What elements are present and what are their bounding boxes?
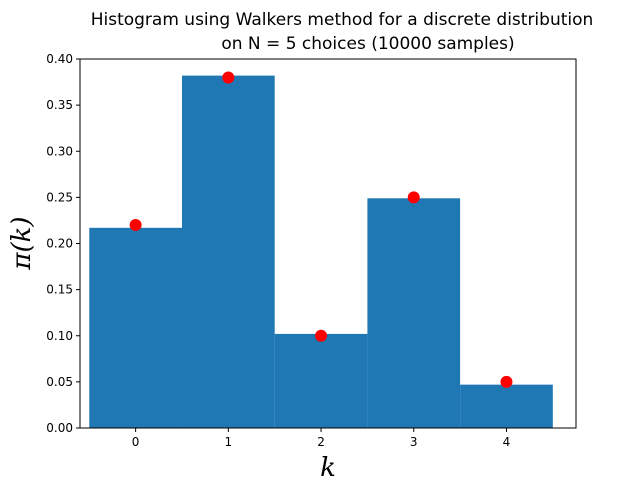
histogram-bar: [460, 384, 553, 428]
y-tick-label: 0.10: [46, 329, 73, 343]
y-tick-label: 0.30: [46, 144, 73, 158]
x-tick-label: 1: [225, 435, 233, 449]
y-tick-label: 0.35: [46, 98, 73, 112]
histogram-bar: [367, 198, 461, 428]
chart-title-line2: on N = 5 choices (10000 samples): [221, 34, 514, 54]
y-tick-label: 0.25: [46, 190, 73, 204]
bars-layer: [89, 75, 553, 428]
target-probability-point: [222, 71, 235, 84]
y-tick-label: 0.00: [46, 421, 73, 435]
x-tick-label: 4: [503, 435, 511, 449]
points-layer: [129, 71, 513, 388]
x-tick-label: 2: [317, 435, 325, 449]
y-tick-label: 0.15: [46, 283, 73, 297]
y-tick-label: 0.20: [46, 237, 73, 251]
x-tick-label: 3: [410, 435, 418, 449]
histogram-bar: [181, 75, 275, 428]
y-tick-label: 0.40: [46, 52, 73, 66]
x-axis-label: k: [320, 453, 336, 480]
histogram-bar: [274, 333, 368, 428]
target-probability-point: [315, 329, 328, 342]
y-axis-label: π(k): [7, 216, 37, 270]
chart-title-line1: Histogram using Walkers method for a dis…: [91, 10, 594, 30]
y-tick-label: 0.05: [46, 375, 73, 389]
y-axis-ticks: 0.00 0.05 0.10 0.15 0.20 0.25 0.30 0.35 0.40: [46, 52, 80, 435]
target-probability-point: [407, 191, 420, 204]
x-axis-ticks: 0 1 2 3 4: [132, 428, 510, 449]
histogram-bar: [89, 227, 182, 428]
target-probability-point: [500, 375, 513, 388]
x-tick-label: 0: [132, 435, 140, 449]
target-probability-point: [129, 219, 142, 232]
